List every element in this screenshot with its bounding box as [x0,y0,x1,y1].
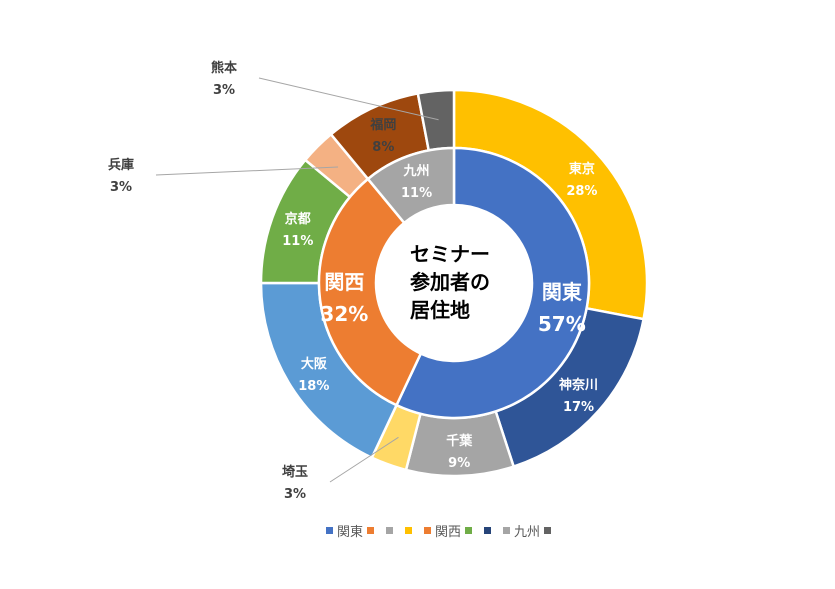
legend-swatch-6 [484,527,491,534]
inner-value-label-2: 11% [401,186,432,201]
legend-swatch-7 [503,527,510,534]
outer-value-label-3: 3% [284,487,306,502]
outer-name-label-4: 大阪 [301,356,328,372]
inner-value-label-0: 57% [538,312,586,336]
inner-name-label-2: 九州 [403,164,430,179]
data-labels: 関東 57% 関西 32% 九州 11% 東京 28% 神奈川 17% 千葉 9% 埼玉 3% 大阪 18% 京… [108,60,598,502]
leader-line-3 [329,436,399,483]
outer-name-label-1: 神奈川 [559,377,598,393]
leader-line-8 [258,77,439,121]
leader-line-6 [155,166,339,176]
outer-name-label-3: 埼玉 [282,464,308,480]
outer-name-label-0: 東京 [569,161,595,177]
inner-name-label-0: 関東 [542,280,582,304]
outer-value-label-1: 17% [563,400,594,415]
legend-swatch-1 [367,527,374,534]
chart-title-line-1: 参加者の [410,270,490,294]
legend-swatch-2 [386,527,393,534]
outer-name-label-5: 京都 [285,211,311,227]
legend-swatch-8 [544,527,551,534]
outer-name-label-8: 熊本 [211,60,237,76]
outer-value-label-6: 3% [110,180,132,195]
inner-segment-2 [366,146,456,225]
legend-swatch-3 [405,527,412,534]
outer-value-label-5: 11% [282,234,313,249]
inner-segment-0 [394,146,591,420]
legend: 関東 関西 九州 [326,524,551,540]
inner-value-label-1: 32% [320,302,368,326]
outer-value-label-7: 8% [372,140,394,155]
inner-segment-1 [317,177,423,407]
outer-name-label-2: 千葉 [446,433,473,449]
outer-name-label-6: 兵庫 [108,157,134,173]
inner-name-label-1: 関西 [324,270,364,294]
legend-swatch-4 [424,527,431,534]
legend-label-0: 関東 [337,524,363,540]
chart-title-line-2: 居住地 [410,298,470,322]
outer-name-label-7: 福岡 [369,117,396,133]
legend-label-7: 九州 [514,525,540,540]
outer-value-label-2: 9% [448,456,470,471]
inner-ring [317,146,591,420]
leader-lines [155,77,439,483]
legend-swatch-0 [326,527,333,534]
outer-value-label-4: 18% [298,379,329,394]
outer-value-label-0: 28% [566,184,597,199]
outer-value-label-8: 3% [213,83,235,98]
legend-label-4: 関西 [435,525,461,540]
legend-swatch-5 [465,527,472,534]
chart-title-line-0: セミナー [410,242,490,266]
